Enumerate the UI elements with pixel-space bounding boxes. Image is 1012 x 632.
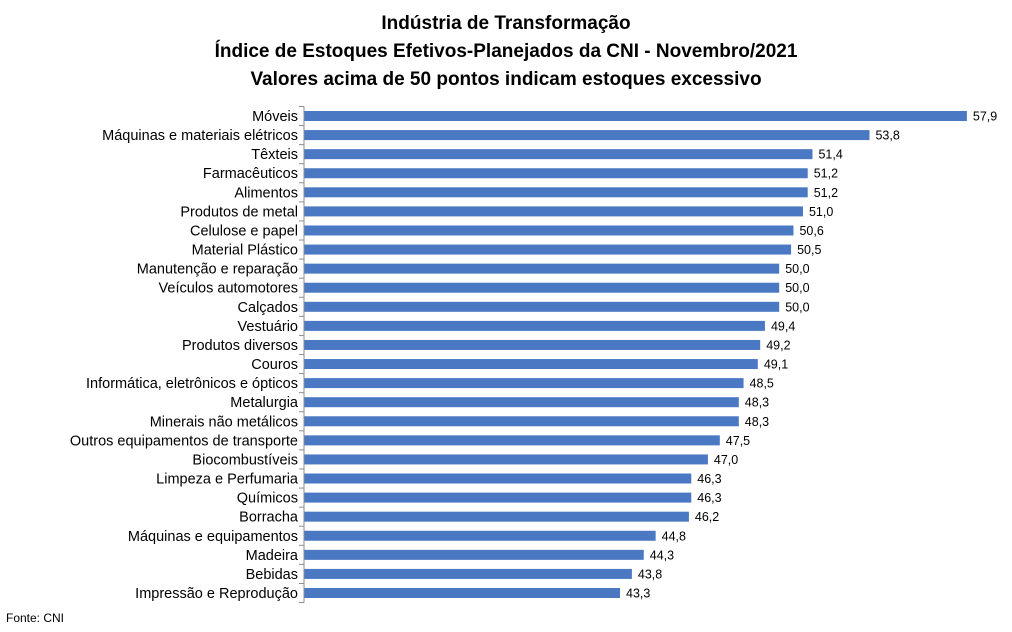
category-label: Material Plástico xyxy=(192,243,298,259)
category-label: Alimentos xyxy=(234,185,298,201)
bar xyxy=(304,588,621,598)
bar xyxy=(304,263,780,274)
data-label: 47,0 xyxy=(714,453,738,467)
category-label: Madeira xyxy=(246,548,299,564)
category-label: Couros xyxy=(251,357,298,373)
data-label: 50,6 xyxy=(799,224,823,238)
category-label: Borracha xyxy=(239,510,299,526)
bar xyxy=(304,187,808,198)
category-label: Minerais não metálicos xyxy=(150,414,298,430)
bar xyxy=(304,435,720,446)
data-label: 49,4 xyxy=(771,319,795,333)
bar xyxy=(304,416,739,427)
category-label: Veículos automotores xyxy=(159,281,298,297)
category-label: Produtos de metal xyxy=(180,204,298,220)
bar xyxy=(304,168,808,179)
category-label: Químicos xyxy=(237,491,298,507)
category-label: Impressão e Reprodução xyxy=(135,586,298,602)
bar xyxy=(304,492,692,503)
bar xyxy=(304,473,692,484)
bar xyxy=(304,359,758,370)
data-label: 43,8 xyxy=(638,567,662,581)
bar xyxy=(304,111,967,121)
category-label: Farmacêuticos xyxy=(203,166,298,182)
bar xyxy=(304,339,761,350)
data-label: 49,1 xyxy=(764,358,788,372)
bar xyxy=(304,378,744,389)
data-label: 48,3 xyxy=(745,396,769,410)
bar xyxy=(304,225,794,236)
category-label: Limpeza e Perfumaria xyxy=(156,472,299,488)
category-label: Biocombustíveis xyxy=(192,452,298,468)
bar xyxy=(304,320,765,331)
data-label: 50,0 xyxy=(785,281,809,295)
bar xyxy=(304,130,870,141)
source-note: Fonte: CNI xyxy=(6,611,65,625)
data-label: 51,2 xyxy=(814,167,838,181)
data-label: 48,5 xyxy=(750,377,774,391)
category-label: Bebidas xyxy=(246,567,298,583)
category-label: Calçados xyxy=(238,300,298,316)
data-label: 51,2 xyxy=(814,186,838,200)
bar xyxy=(304,149,813,160)
category-label: Manutenção e reparação xyxy=(137,262,298,278)
data-label: 51,0 xyxy=(809,205,833,219)
data-label: 48,3 xyxy=(745,415,769,429)
bar xyxy=(304,301,780,312)
chart-title-line-3: Valores acima de 50 pontos indicam estoq… xyxy=(250,69,762,90)
category-label: Máquinas e equipamentos xyxy=(128,529,298,545)
chart-title-line-2: Índice de Estoques Efetivos-Planejados d… xyxy=(214,41,798,62)
category-label: Vestuário xyxy=(238,319,298,335)
bar xyxy=(304,568,632,579)
bar xyxy=(304,454,708,465)
data-label: 50,0 xyxy=(785,262,809,276)
bar xyxy=(304,549,644,560)
data-label: 44,3 xyxy=(650,548,674,562)
bar xyxy=(304,397,739,408)
data-label: 57,9 xyxy=(973,110,997,124)
category-label: Têxteis xyxy=(251,147,298,163)
bar xyxy=(304,282,780,293)
data-label: 47,5 xyxy=(726,434,750,448)
data-label: 51,4 xyxy=(818,148,842,162)
data-label: 46,3 xyxy=(697,472,721,486)
category-label: Outros equipamentos de transporte xyxy=(70,433,298,449)
category-label: Produtos diversos xyxy=(182,338,298,354)
bar xyxy=(304,530,656,541)
chart-title: Indústria de Transformação Índice de Est… xyxy=(0,10,1012,94)
data-label: 50,0 xyxy=(785,300,809,314)
category-label: Móveis xyxy=(252,109,298,125)
data-label: 49,2 xyxy=(766,338,790,352)
bar xyxy=(304,511,689,522)
data-label: 53,8 xyxy=(875,129,899,143)
bar xyxy=(304,244,792,255)
category-label: Celulose e papel xyxy=(190,223,298,239)
data-label: 50,5 xyxy=(797,243,821,257)
category-label: Máquinas e materiais elétricos xyxy=(102,128,298,144)
data-label: 46,2 xyxy=(695,510,719,524)
bar xyxy=(304,206,803,217)
data-label: 44,8 xyxy=(662,529,686,543)
data-label: 46,3 xyxy=(697,491,721,505)
category-label: Informática, eletrônicos e ópticos xyxy=(86,376,298,392)
data-label: 43,3 xyxy=(626,587,650,601)
category-label: Metalurgia xyxy=(230,395,299,411)
chart-title-line-1: Indústria de Transformação xyxy=(381,13,631,34)
